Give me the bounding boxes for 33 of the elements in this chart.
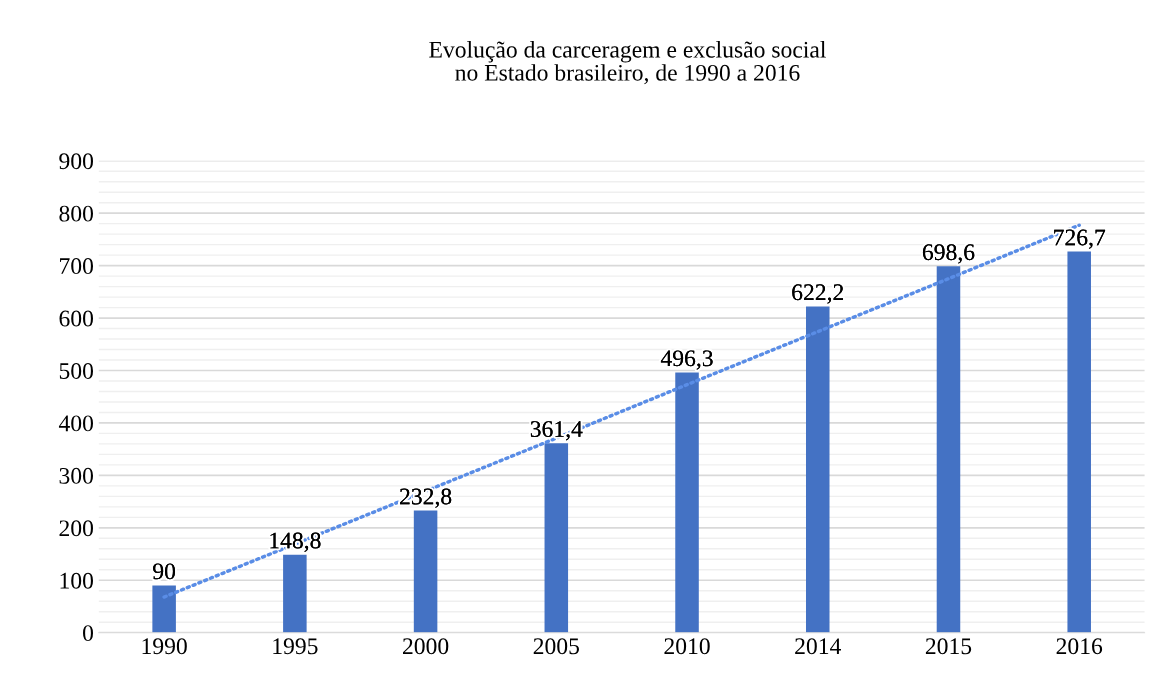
data-label: 622,2 xyxy=(792,284,844,304)
y-tick-label: 900 xyxy=(59,153,94,170)
x-tick-label: 1995 xyxy=(273,638,318,655)
bar xyxy=(544,443,569,633)
x-tick-label: 2010 xyxy=(664,638,710,655)
data-label: 90 xyxy=(153,563,176,580)
bar xyxy=(1067,251,1091,633)
x-tick-label: 2015 xyxy=(925,638,972,655)
x-tick-label: 2014 xyxy=(795,638,841,655)
bar xyxy=(675,372,699,633)
data-label: 496,3 xyxy=(660,350,713,370)
y-tick-label: 300 xyxy=(59,467,94,484)
bar xyxy=(805,306,830,633)
y-tick-label: 500 xyxy=(59,362,94,379)
y-tick-label: 0 xyxy=(83,625,94,642)
chart-title: Evolução da carceragem e exclusão social no Estado brasileiro, de 1990 a 2016 xyxy=(429,41,826,85)
data-label: 726,7 xyxy=(1054,229,1106,249)
x-tick-label: 2016 xyxy=(1056,638,1103,655)
x-tick-label: 1990 xyxy=(142,638,187,655)
y-tick-label: 700 xyxy=(60,258,94,275)
bar xyxy=(283,554,307,633)
data-label: 232,8 xyxy=(400,488,452,508)
y-tick-label: 800 xyxy=(59,205,94,222)
y-tick-label: 600 xyxy=(59,310,94,327)
x-tick-label: 2005 xyxy=(533,638,579,655)
y-tick-label: 200 xyxy=(59,520,94,537)
x-tick-label: 2000 xyxy=(403,638,449,655)
data-label: 698,6 xyxy=(922,244,975,264)
bar xyxy=(413,510,438,633)
y-tick-label: 100 xyxy=(60,572,94,589)
y-tick-label: 400 xyxy=(58,415,94,432)
bar xyxy=(936,266,961,633)
bar xyxy=(152,585,176,633)
